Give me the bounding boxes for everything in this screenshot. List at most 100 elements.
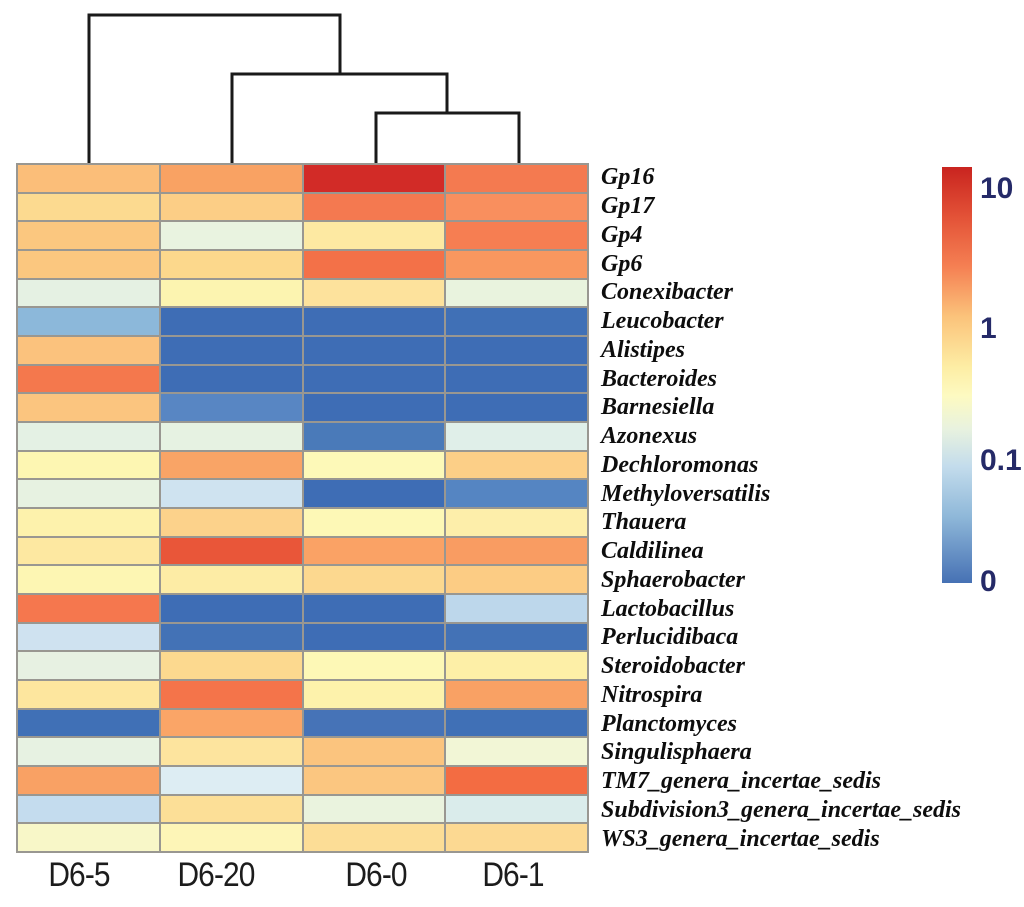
heatmap-cell [446,394,587,421]
heatmap-cell [160,394,302,421]
heatmap-cell [160,594,302,622]
heatmap-cell [303,709,445,737]
row-label: Conexibacter [601,279,733,306]
heatmap-cell [303,480,445,507]
heatmap-cell [160,451,302,479]
heatmap-cell [303,222,445,249]
heatmap-cell [160,250,302,278]
heatmap-cell [446,738,587,765]
heatmap-cell [160,566,302,593]
heatmap-cell [446,336,587,364]
row-label: Perlucidibaca [601,624,739,651]
heatmap-cell [18,165,159,192]
row-label: Singulisphaera [601,739,752,766]
colorbar [942,167,972,583]
row-label: Caldilinea [601,538,704,565]
heatmap-cell [303,824,445,851]
row-label: Subdivision3_genera_incertae_sedis [601,796,962,823]
heatmap-cell [160,480,302,507]
heatmap-cell [160,422,302,450]
heatmap-cell [446,165,587,192]
heatmap-cell [446,279,587,307]
heatmap-cell [160,165,302,192]
heatmap-cell [18,222,159,249]
heatmap-cell [446,652,587,679]
row-label: Barnesiella [601,394,715,421]
heatmap-cell [18,279,159,307]
row-labels: Gp16 Gp17 Gp4 Gp6 Conexibacter Leucobacter Ali… [601,163,1024,853]
row-label: Azonexus [601,423,698,450]
heatmap-cell [303,193,445,221]
row-label: Nitrospira [601,681,703,708]
heatmap-cell [303,165,445,192]
heatmap-cell [18,451,159,479]
heatmap-cell [446,250,587,278]
dendrogram-link [374,111,521,163]
row-label: Methyloversatilis [601,480,771,507]
colorbar-tick-label: 0 [980,565,997,598]
heatmap-cell [303,365,445,393]
heatmap-cell [18,680,159,708]
heatmap-cell [303,508,445,536]
heatmap-cell [18,594,159,622]
heatmap-cell [18,537,159,565]
heatmap-cell [18,795,159,823]
heatmap-cell [303,422,445,450]
heatmap-cell [303,766,445,794]
row-label: Dechloromonas [601,451,759,478]
heatmap-cell [160,623,302,651]
heatmap-cell [160,336,302,364]
row-label: Steroidobacter [601,653,745,680]
heatmap-cell [303,451,445,479]
heatmap-cell [303,680,445,708]
heatmap-cell [160,222,302,249]
dendrogram-link [87,13,342,163]
row-label: Leucobacter [601,308,724,335]
colorbar-ticks: 10 1 0.1 0 [980,167,1024,596]
heatmap-cell [18,709,159,737]
heatmap-cell [18,480,159,507]
heatmap-cell [446,766,587,794]
colorbar-tick-label: 10 [980,171,1014,205]
heatmap-cell [446,537,587,565]
heatmap-cell [18,623,159,651]
heatmap-cell [446,222,587,249]
heatmap-cell [18,365,159,393]
heatmap-cell [303,537,445,565]
column-labels: D6-5 D6-20 D6-0 D6-1 [0,856,1024,902]
heatmap-cell [18,824,159,851]
heatmap-cell [446,508,587,536]
heatmap-cell [446,451,587,479]
heatmap-cell [18,566,159,593]
heatmap-cell [18,394,159,421]
heatmap-cell [446,709,587,737]
heatmap-cell [18,193,159,221]
heatmap-cell [303,623,445,651]
heatmap-cell [303,250,445,278]
heatmap-cell [446,594,587,622]
row-label: Bacteroides [601,365,717,392]
row-label: Alistipes [601,336,686,363]
row-label: TM7_genera_incertae_sedis [601,768,881,795]
heatmap-cell [160,279,302,307]
heatmap-cell [303,308,445,335]
heatmap-cell [446,365,587,393]
heatmap-cell [303,795,445,823]
heatmap-cell [160,738,302,765]
heatmap-cell [446,193,587,221]
heatmap-cell [160,824,302,851]
heatmap-cell [18,308,159,335]
heatmap-cell [160,680,302,708]
heatmap-cell [303,336,445,364]
heatmap-cell [446,480,587,507]
row-label: Thauera [601,509,687,536]
heatmap-cell [160,308,302,335]
heatmap-cell [303,279,445,307]
heatmap-cell [18,738,159,765]
heatmap-grid [16,163,589,853]
column-label: D6-20 [177,856,255,894]
heatmap-cell [160,365,302,393]
heatmap-cell [446,566,587,593]
